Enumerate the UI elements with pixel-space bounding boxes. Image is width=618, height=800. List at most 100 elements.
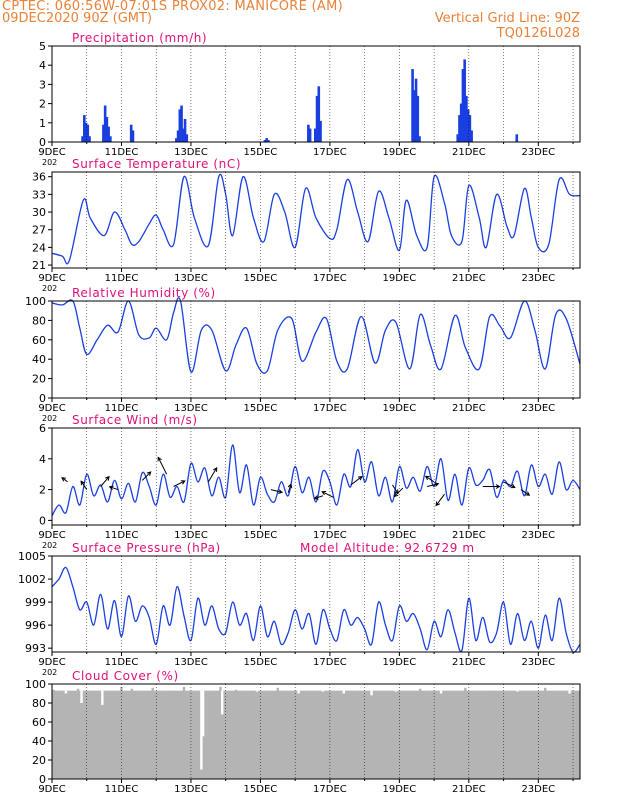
y-tick-label: 3 — [39, 78, 46, 91]
y-tick-label: 1 — [39, 117, 46, 130]
wind-arrow — [321, 491, 334, 498]
precip-bar — [176, 130, 180, 142]
temp-series-line — [51, 173, 581, 265]
cloud-gap — [342, 690, 345, 694]
cloud-fill — [52, 690, 580, 779]
y-tick-label: 100 — [25, 678, 46, 691]
panel-title: Surface Temperature (nC) — [72, 157, 241, 171]
y-tick-label: 24 — [32, 241, 46, 254]
cloud-gap — [568, 690, 571, 694]
precip-bar — [414, 78, 418, 142]
wind-arrow-head — [357, 475, 363, 481]
wind-arrow-head — [287, 483, 293, 489]
wind-arrow-head — [313, 495, 319, 500]
y-tick-label: 993 — [25, 642, 46, 655]
precip-bar — [84, 122, 88, 142]
year-label: 202 — [42, 284, 57, 293]
cloud-bar — [488, 690, 491, 779]
wind-arrow-head — [108, 485, 114, 491]
wind-arrow-head — [80, 480, 85, 486]
precip-bar — [183, 118, 187, 142]
x-tick-label: 21DEC — [452, 273, 486, 284]
wind-arrow — [157, 457, 168, 475]
wind-arrow-head — [435, 501, 440, 507]
precip-bar — [461, 69, 465, 142]
precip-bar — [83, 115, 86, 142]
precip-bar — [178, 109, 182, 142]
panel-temp: Surface Temperature (nC) 21 24 27 30 33 36 9DEC… — [32, 157, 581, 293]
x-tick-label: 17DEC — [313, 147, 347, 158]
x-tick-label: 13DEC — [174, 147, 208, 158]
x-tick-label: 15DEC — [244, 657, 278, 668]
x-tick-label: 21DEC — [452, 784, 486, 795]
x-tick-label: 15DEC — [244, 530, 278, 541]
x-tick-label: 11DEC — [105, 147, 139, 158]
cloud-gap — [200, 690, 203, 770]
precip-bar — [470, 130, 473, 142]
panel-frame — [51, 555, 581, 653]
precip-bar — [413, 90, 416, 142]
cloud-bar — [276, 687, 279, 779]
cloud-bar — [151, 687, 154, 779]
precip-bar — [315, 95, 319, 142]
wind-arrow — [427, 483, 439, 487]
precip-bar — [182, 128, 185, 142]
year-label: 202 — [42, 414, 57, 423]
wind-arrow — [287, 484, 292, 493]
wind-arrow-head — [278, 489, 284, 494]
precip-bar — [418, 136, 421, 142]
wind-arrow — [392, 484, 399, 494]
precip-bar — [81, 136, 84, 142]
panel-precip: Precipitation (mm/h) 0 1 2 3 4 5 9DEC 11DEC 13DEC… — [38, 31, 581, 167]
precip-bar — [317, 86, 321, 142]
cloud-bar — [544, 687, 547, 779]
wind-arrow — [80, 480, 88, 490]
x-tick-label: 17DEC — [313, 657, 347, 668]
y-tick-label: 21 — [32, 259, 46, 272]
x-tick-label: 21DEC — [452, 530, 486, 541]
y-tick-label: 20 — [32, 373, 46, 386]
x-tick-label: 21DEC — [452, 147, 486, 158]
y-tick-label: 0 — [39, 392, 46, 405]
wind-arrow — [100, 476, 110, 487]
y-tick-label: 30 — [32, 206, 46, 219]
panel-pressure: Surface Pressure (hPa) Model Altitude: 92… — [18, 541, 581, 677]
panel-wind: Surface Wind (m/s) 0 2 4 6 9DEC 11DEC 13DEC 15DE… — [38, 413, 581, 550]
precip-bar — [463, 59, 466, 142]
x-tick-label: 9DEC — [38, 657, 65, 668]
y-tick-label: 999 — [25, 596, 46, 609]
y-tick-label: 33 — [32, 188, 46, 201]
x-tick-label: 23DEC — [521, 403, 555, 414]
y-tick-label: 2 — [39, 98, 46, 111]
wind-arrow — [314, 495, 324, 500]
y-tick-label: 100 — [25, 295, 46, 308]
cloud-gap — [201, 690, 205, 737]
cloud-gap — [370, 690, 373, 696]
panel-title: Surface Wind (m/s) — [72, 413, 198, 427]
x-tick-label: 9DEC — [38, 403, 65, 414]
y-tick-label: 2 — [39, 484, 46, 497]
wind-arrow-head — [393, 492, 399, 498]
y-tick-label: 996 — [25, 619, 46, 632]
y-tick-label: 1002 — [18, 573, 46, 586]
panel-rh: Relative Humidity (%) 0 20 40 60 80 100 9DEC 11D… — [25, 286, 581, 423]
y-tick-label: 40 — [32, 735, 46, 748]
cloud-bar — [52, 689, 55, 779]
y-tick-label: 4 — [39, 453, 46, 466]
cloud-gap — [321, 690, 325, 692]
x-tick-label: 13DEC — [174, 403, 208, 414]
wind-arrow-head — [146, 471, 152, 476]
y-tick-label: 60 — [32, 716, 46, 729]
wind-arrow-head — [525, 491, 531, 496]
precip-bar — [129, 124, 133, 142]
x-tick-label: 21DEC — [452, 657, 486, 668]
cloud-bar — [92, 690, 95, 779]
precip-bar — [185, 134, 189, 142]
y-tick-label: 40 — [32, 353, 46, 366]
precip-bar — [308, 128, 312, 142]
cloud-gap — [255, 690, 259, 692]
precip-bar — [102, 124, 105, 142]
wind-arrow — [350, 476, 363, 486]
panel-frame — [51, 300, 581, 399]
wind-arrow-head — [321, 491, 327, 496]
